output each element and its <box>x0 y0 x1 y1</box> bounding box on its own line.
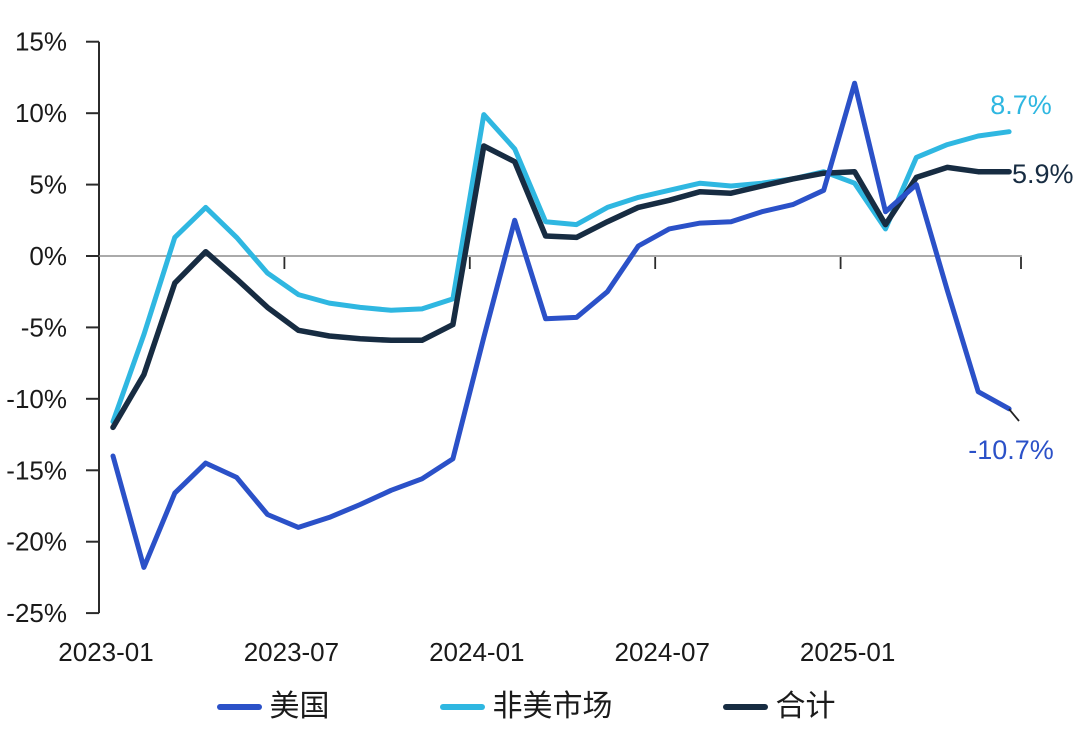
x-tick-label: 2024-01 <box>429 637 524 667</box>
total-end-value-label: 5.9% <box>1012 159 1074 189</box>
legend-label-non-us: 非美市场 <box>492 690 613 723</box>
x-tick-label: 2023-01 <box>58 637 153 667</box>
legend-swatch-total <box>722 704 768 710</box>
non-us-end-value-label: 8.7% <box>990 90 1052 120</box>
y-tick-label: 0% <box>29 241 67 271</box>
x-tick-label: 2024-07 <box>614 637 709 667</box>
y-tick-label: -10% <box>6 384 67 414</box>
series-line-us <box>110 80 1012 570</box>
legend-swatch-us <box>216 704 262 710</box>
y-tick-label: -15% <box>6 455 67 485</box>
x-tick-label: 2025-01 <box>800 637 895 667</box>
legend-item-total: 合计 <box>722 690 836 723</box>
series-line-total <box>110 143 1012 431</box>
us-label-leader-line <box>1008 408 1020 422</box>
y-tick-label: 10% <box>15 98 67 128</box>
legend: 美国 非美市场 合计 <box>0 692 1066 722</box>
y-tick-label: -25% <box>6 598 67 628</box>
y-tick-label: -5% <box>21 312 67 342</box>
x-tick-label: 2023-07 <box>244 637 339 667</box>
legend-label-total: 合计 <box>775 690 836 723</box>
legend-label-us: 美国 <box>269 690 330 723</box>
y-tick-label: 5% <box>29 170 67 200</box>
legend-item-us: 美国 <box>216 690 330 723</box>
legend-swatch-non-us <box>439 704 485 710</box>
y-tick-label: -20% <box>6 527 67 557</box>
series-line-non-us <box>110 112 1012 425</box>
legend-item-non-us: 非美市场 <box>439 690 613 723</box>
us-end-value-label: -10.7% <box>968 435 1054 465</box>
y-tick-label: 15% <box>15 27 67 57</box>
